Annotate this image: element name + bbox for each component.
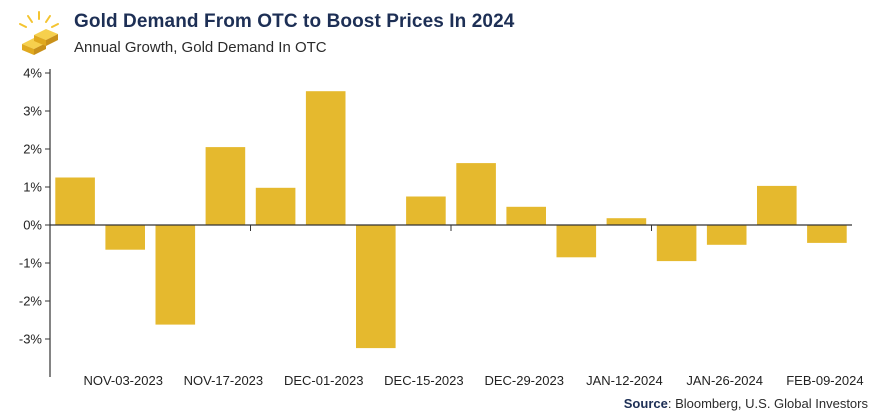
gold-bars-icon [19,11,59,55]
bar [556,225,597,258]
x-tick-label: JAN-12-2024 [586,373,663,388]
bar [406,196,446,225]
bar [55,177,95,225]
x-tick-label: DEC-29-2023 [484,373,564,388]
bar [606,218,647,225]
x-tick-label: DEC-01-2023 [284,373,364,388]
bar [356,225,396,349]
x-tick-label: JAN-26-2024 [686,373,763,388]
bar [656,225,697,262]
y-tick-label: 1% [23,180,42,195]
bar [706,225,747,245]
x-tick-label: NOV-03-2023 [83,373,163,388]
x-tick-label: FEB-09-2024 [786,373,863,388]
source-text: : Bloomberg, U.S. Global Investors [667,396,868,411]
source-note: Source: Bloomberg, U.S. Global Investors [624,396,868,411]
bar [155,225,196,325]
y-tick-label: -3% [19,332,43,347]
bar [807,225,847,243]
bar [305,91,346,225]
x-tick-label: NOV-17-2023 [184,373,264,388]
y-tick-label: -1% [19,256,43,271]
y-tick-label: 3% [23,104,42,119]
bar [105,225,145,250]
y-tick-label: -2% [19,294,43,309]
bar [506,206,546,225]
y-tick-label: 0% [23,218,42,233]
chart-title: Gold Demand From OTC to Boost Prices In … [74,11,515,32]
bar [456,163,496,225]
bar [757,185,797,225]
chart-subtitle: Annual Growth, Gold Demand In OTC [74,39,327,56]
bar [255,187,296,225]
source-label: Source [623,396,668,411]
bar [205,147,246,225]
y-tick-label: 2% [23,142,42,157]
x-tick-label: DEC-15-2023 [384,373,464,388]
y-tick-label: 4% [23,66,42,81]
